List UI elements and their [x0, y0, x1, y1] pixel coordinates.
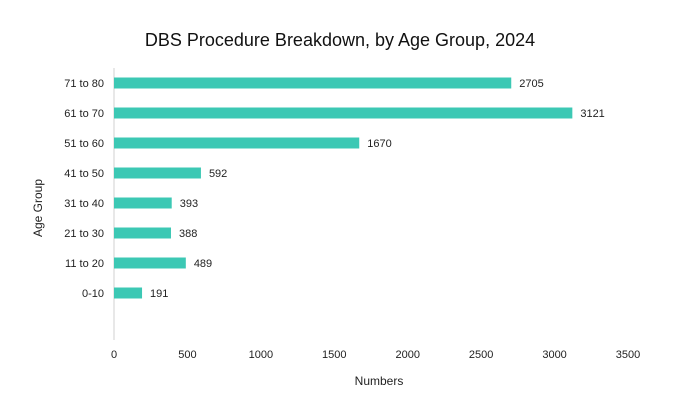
y-tick-label: 61 to 70 [64, 108, 104, 120]
data-label: 592 [209, 168, 227, 180]
y-tick-label: 41 to 50 [64, 168, 104, 180]
bar [114, 137, 360, 149]
bar [114, 197, 172, 209]
x-axis-title: Numbers [355, 374, 404, 388]
y-tick-label: 71 to 80 [64, 78, 104, 90]
x-tick-label: 3500 [616, 349, 640, 361]
y-tick-label: 21 to 30 [64, 228, 104, 240]
bar [114, 107, 573, 119]
data-label: 3121 [580, 108, 604, 120]
x-tick-label: 0 [111, 349, 117, 361]
y-axis-title: Age Group [31, 179, 45, 237]
x-tick-label: 3000 [542, 349, 566, 361]
x-tick-label: 1500 [322, 349, 346, 361]
x-tick-label: 1000 [249, 349, 273, 361]
y-tick-label: 31 to 40 [64, 198, 104, 210]
y-tick-label: 0-10 [82, 288, 104, 300]
data-label: 2705 [519, 78, 543, 90]
bar [114, 287, 143, 299]
data-label: 1670 [367, 138, 391, 150]
data-label: 489 [194, 258, 212, 270]
x-tick-label: 2000 [395, 349, 419, 361]
bar [114, 257, 186, 269]
bar [114, 77, 512, 89]
y-tick-label: 11 to 20 [65, 258, 104, 270]
data-label: 393 [180, 198, 198, 210]
x-tick-label: 2500 [469, 349, 493, 361]
bar [114, 167, 201, 179]
data-label: 191 [150, 288, 168, 300]
data-label: 388 [179, 228, 197, 240]
y-tick-label: 51 to 60 [64, 138, 104, 150]
bar [114, 227, 171, 239]
chart-title: DBS Procedure Breakdown, by Age Group, 2… [144, 30, 536, 50]
x-tick-label: 500 [178, 349, 196, 361]
